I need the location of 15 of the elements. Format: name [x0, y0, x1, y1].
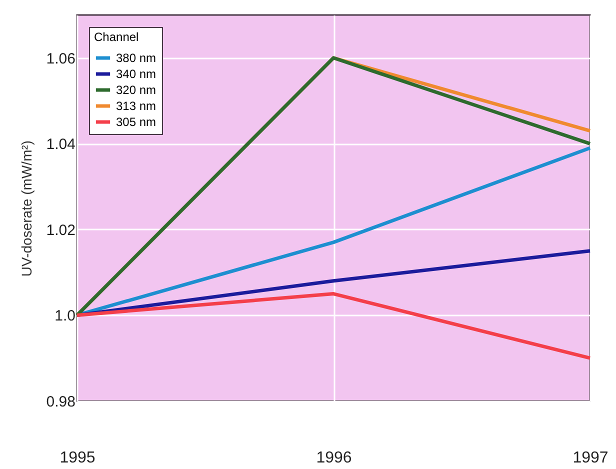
y-tick-label: 1.04	[46, 136, 76, 154]
y-tick-label: 1.06	[46, 50, 76, 68]
y-tick-label: 1.0	[54, 308, 76, 325]
legend-label: 340 nm	[116, 67, 156, 81]
legend-label: 380 nm	[116, 51, 156, 65]
x-tick-label: 1997	[572, 450, 608, 466]
legend-label: 305 nm	[116, 115, 156, 129]
y-axis-title: UV-doserate (mW/m²)	[18, 140, 34, 277]
y-tick-label: 0.98	[46, 394, 76, 410]
x-tick-label: 1995	[60, 450, 96, 466]
legend-title: Channel	[94, 30, 139, 44]
y-tick-label: 1.02	[46, 222, 76, 239]
x-tick-label: 1996	[316, 450, 352, 466]
legend-label: 313 nm	[116, 99, 156, 113]
legend-label: 320 nm	[116, 83, 156, 97]
